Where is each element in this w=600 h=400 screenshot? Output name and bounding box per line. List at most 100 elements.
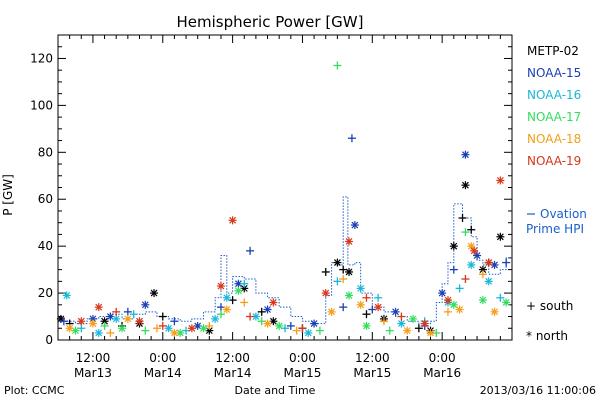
data-point-north — [216, 282, 225, 291]
marker-stroke — [95, 303, 103, 311]
marker-stroke — [502, 299, 510, 306]
data-point-north — [199, 324, 208, 333]
marker-stroke — [496, 177, 504, 184]
marker-stroke — [479, 296, 487, 304]
data-point-south — [449, 265, 458, 274]
data-point-north — [449, 242, 458, 251]
data-point-south — [158, 312, 167, 321]
marker-stroke — [374, 303, 382, 311]
data-point-south — [170, 317, 179, 326]
data-point-north — [484, 258, 493, 267]
data-point-north — [135, 317, 144, 326]
marker-stroke — [235, 287, 242, 295]
data-point-north — [304, 328, 313, 337]
data-point-south — [455, 284, 464, 293]
data-point-north — [263, 305, 272, 314]
marker-stroke — [485, 277, 493, 285]
data-point-north — [461, 181, 470, 190]
marker-stroke — [351, 221, 359, 229]
data-point-north — [426, 328, 435, 337]
ovation-hpi-line — [58, 196, 512, 325]
marker-stroke — [345, 268, 353, 276]
data-point-south — [112, 307, 121, 316]
marker-stroke — [345, 238, 353, 245]
data-point-south — [443, 307, 452, 316]
marker-stroke — [235, 280, 242, 288]
data-point-north — [397, 319, 406, 328]
data-point-north — [321, 289, 330, 298]
chart-title: Hemispheric Power [GW] — [177, 13, 364, 31]
data-point-north — [490, 307, 499, 316]
marker-stroke — [310, 320, 318, 328]
y-tick-label: 120 — [30, 51, 53, 65]
data-point-south — [298, 324, 307, 333]
marker-stroke — [357, 284, 365, 292]
data-point-south — [379, 317, 388, 326]
data-point-north — [123, 314, 132, 323]
legend: METP-02 NOAA-15 NOAA-16 NOAA-17 NOAA-18 NOAA-… — [526, 44, 587, 343]
data-point-north — [251, 312, 260, 321]
marker-stroke — [269, 299, 277, 306]
data-point-north — [350, 221, 359, 230]
x-tick-label-date: Mar15 — [353, 366, 391, 380]
marker-stroke — [467, 242, 475, 250]
data-point-north — [275, 321, 284, 330]
data-point-south — [59, 317, 68, 326]
data-point-south — [246, 312, 255, 321]
x-tick-label-time: 12:00 — [76, 351, 111, 365]
data-point-south — [205, 321, 214, 330]
data-point-north — [94, 303, 103, 312]
data-point-north — [327, 307, 336, 316]
data-point-north — [409, 314, 418, 323]
plot-area: 02040608010012012:00Mar130:00Mar1412:00M… — [30, 34, 513, 380]
x-tick-label-time: 12:00 — [215, 351, 250, 365]
marker-stroke — [89, 320, 97, 328]
data-point-north — [77, 317, 86, 326]
marker-stroke — [438, 289, 446, 297]
marker-stroke — [392, 308, 400, 316]
marker-stroke — [63, 291, 71, 299]
marker-stroke — [397, 320, 405, 328]
y-tick-label: 60 — [38, 192, 53, 206]
footer-source: Plot: CCMC — [4, 384, 65, 397]
data-point-north — [269, 298, 278, 307]
marker-stroke — [124, 315, 132, 323]
legend-ovation-label-2: Prime HPI — [526, 222, 584, 236]
marker-stroke — [229, 216, 237, 224]
data-point-south — [467, 225, 476, 234]
data-point-south — [461, 228, 470, 237]
legend-item-noaa-19: NOAA-19 — [527, 154, 581, 168]
data-point-north — [496, 176, 505, 185]
marker-stroke — [450, 242, 458, 250]
data-point-south — [141, 326, 150, 335]
x-tick-label-date: Mar13 — [74, 366, 112, 380]
marker-stroke — [479, 266, 487, 274]
data-point-north — [234, 286, 243, 295]
legend-item-noaa-16: NOAA-16 — [527, 88, 581, 102]
marker-stroke — [491, 308, 498, 316]
marker-stroke — [223, 306, 231, 313]
data-point-south — [362, 293, 371, 302]
y-tick-label: 0 — [45, 333, 53, 347]
y-tick-label: 80 — [38, 145, 53, 159]
marker-stroke — [176, 329, 184, 337]
x-tick-label-time: 12:00 — [355, 351, 390, 365]
data-point-south — [240, 279, 249, 288]
marker-stroke — [95, 329, 103, 337]
marker-stroke — [264, 306, 271, 313]
data-point-south — [397, 312, 406, 321]
marker-stroke — [264, 320, 271, 328]
data-point-north — [150, 289, 159, 298]
data-point-north — [461, 150, 470, 159]
data-point-north — [362, 321, 371, 330]
marker-stroke — [141, 301, 149, 309]
data-point-north — [333, 258, 342, 267]
data-point-north — [88, 319, 97, 328]
y-tick-label: 20 — [38, 286, 53, 300]
marker-stroke — [106, 313, 114, 320]
data-point-south — [100, 321, 109, 330]
marker-stroke — [118, 324, 126, 332]
data-point-south — [339, 275, 348, 283]
marker-stroke — [77, 317, 85, 325]
